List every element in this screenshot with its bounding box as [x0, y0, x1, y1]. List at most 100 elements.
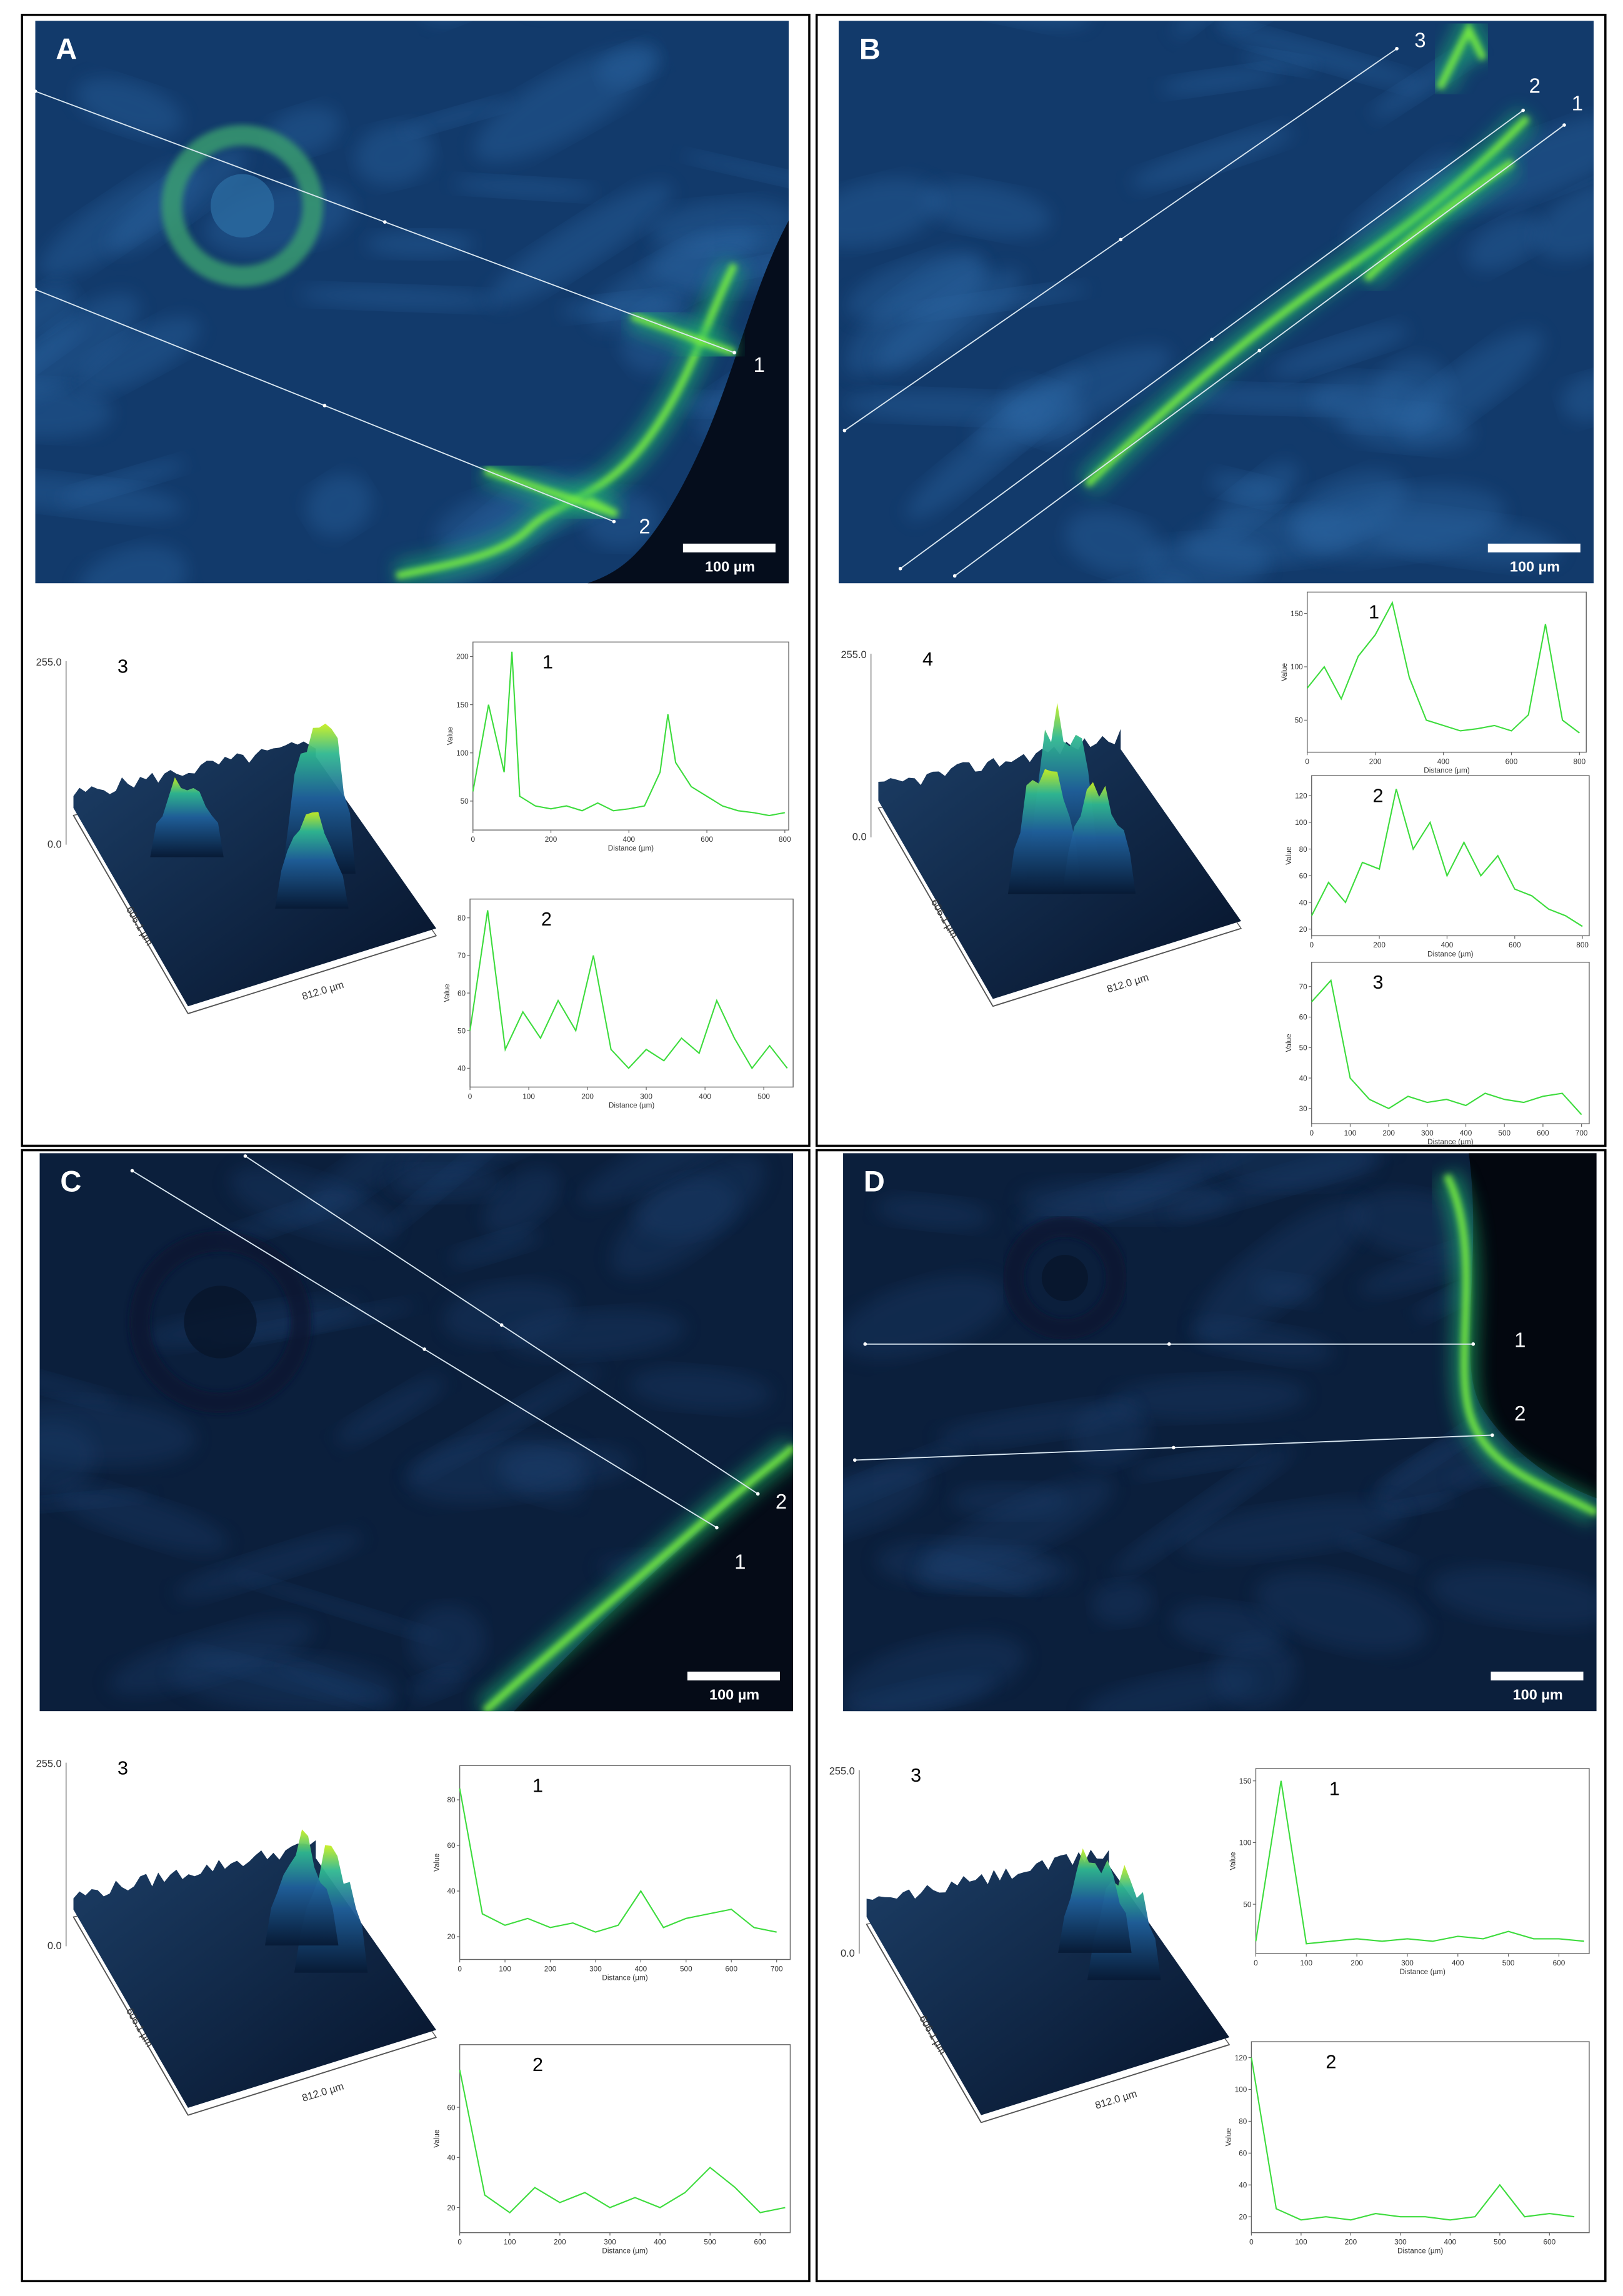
- x-tick-label: 700: [1576, 1129, 1588, 1137]
- tissue-texture: [937, 1402, 1137, 1447]
- tissue-texture: [506, 1309, 686, 1359]
- tissue-texture: [967, 592, 1171, 660]
- x-tick-label: 300: [1401, 1959, 1414, 1967]
- y-tick-label: 40: [1299, 899, 1308, 907]
- x-tick-label: 500: [1494, 2238, 1506, 2246]
- fluorescence: [1443, 1173, 1597, 1517]
- y-axis-label: Value: [433, 1853, 441, 1872]
- profile-node: [732, 351, 736, 355]
- y-axis-label: Value: [1224, 2128, 1232, 2147]
- panel-letter: B: [859, 32, 881, 65]
- tissue-texture: [483, 1167, 560, 1236]
- tissue-texture: [39, 1492, 152, 1515]
- y-tick-label: 80: [1299, 846, 1308, 854]
- x-axis-label: Distance (µm): [609, 1101, 654, 1109]
- tissue-texture: [401, 99, 509, 135]
- panel-frame: [21, 1149, 811, 2282]
- tissue-texture: [1141, 535, 1269, 584]
- x-tick-label: 0: [457, 2238, 462, 2246]
- fluorescence: [1436, 21, 1487, 90]
- profile-node: [715, 1525, 719, 1530]
- scale-bar: [687, 1671, 780, 1680]
- y-axis-label: Value: [446, 727, 454, 746]
- surface-peak: [1007, 769, 1082, 894]
- fluorescence: [483, 466, 619, 518]
- profile-node: [382, 220, 387, 224]
- x-tick-label: 500: [1502, 1959, 1515, 1967]
- y-axis-label: Value: [1281, 662, 1289, 681]
- profile-label: 2: [1514, 1402, 1526, 1425]
- tissue-texture: [634, 1175, 737, 1239]
- surface-axis: [72, 815, 189, 1014]
- x-tick-label: 600: [1537, 1129, 1549, 1137]
- x-tick-label: 200: [544, 1965, 557, 1973]
- y-tick-label: 100: [1295, 819, 1307, 827]
- profile-label: 1: [1514, 1328, 1526, 1351]
- profile-node: [842, 429, 847, 432]
- y-tick-label: 80: [447, 1796, 456, 1804]
- tissue-texture: [383, 1165, 504, 1201]
- y-tick-label: 60: [447, 1842, 456, 1850]
- follicle-core: [184, 1285, 257, 1359]
- x-tick-label: 300: [1394, 2238, 1407, 2246]
- surface-peak: [1058, 1848, 1132, 1953]
- surface-axis: [866, 1924, 982, 2123]
- y-axis-label: Value: [1229, 1852, 1237, 1870]
- tissue-texture: [1467, 216, 1543, 271]
- profile-node: [1395, 47, 1399, 51]
- surface-label: 3: [911, 1765, 921, 1786]
- x-tick-label: 200: [1351, 1959, 1363, 1967]
- profile-node: [1167, 1342, 1171, 1346]
- y-axis-label: Value: [1285, 1034, 1293, 1052]
- plot-frame: [1311, 775, 1590, 937]
- micrograph: [843, 1153, 1597, 1712]
- x-extent: 812.0 µm: [301, 979, 345, 1002]
- tissue-texture: [1431, 1567, 1597, 1627]
- tissue-texture: [77, 545, 188, 584]
- panel-letter: C: [60, 1164, 81, 1197]
- x-tick-label: 100: [1295, 2238, 1307, 2246]
- surface: [73, 1840, 437, 2108]
- x-tick-label: 100: [1344, 1129, 1357, 1137]
- y-tick-label: 30: [1299, 1105, 1308, 1113]
- y-tick-label: 20: [1239, 2213, 1247, 2221]
- tissue-texture: [579, 1153, 769, 1205]
- profile-node: [35, 287, 37, 292]
- profile-node: [1172, 1445, 1176, 1450]
- y-tick-label: 60: [1299, 872, 1308, 881]
- y-tick-label: 60: [457, 989, 466, 997]
- x-tick-label: 400: [1460, 1129, 1472, 1137]
- scale-bar-label: 100 µm: [709, 1687, 759, 1703]
- surface-label: 3: [117, 656, 128, 677]
- profile-number: 2: [532, 2054, 543, 2075]
- y-tick-label: 50: [1299, 1044, 1308, 1052]
- tissue-texture: [1194, 1200, 1367, 1339]
- x-tick-label: 0: [471, 836, 475, 844]
- profile-node: [1521, 108, 1526, 112]
- profile-trace: [469, 910, 788, 1070]
- tissue-texture: [1241, 50, 1317, 74]
- profile-node: [499, 1323, 504, 1327]
- y-tick-label: 40: [457, 1065, 466, 1073]
- scale-bar: [682, 543, 776, 552]
- x-tick-label: 0: [1309, 941, 1314, 949]
- plot-frame: [1255, 1768, 1590, 1954]
- y-tick-label: 80: [1239, 2118, 1247, 2126]
- tissue-texture: [1310, 374, 1435, 431]
- profile-trace: [472, 651, 786, 817]
- x-tick-label: 300: [640, 1092, 652, 1101]
- y-tick-label: 40: [1239, 2181, 1247, 2189]
- x-extent: 812.0 µm: [301, 2080, 345, 2104]
- x-axis-label: Distance (µm): [602, 2247, 647, 2255]
- y-tick-label: 20: [1299, 926, 1308, 934]
- tissue-texture: [77, 316, 200, 394]
- tissue-texture: [1256, 1572, 1427, 1653]
- surface-peak: [264, 1829, 339, 1946]
- tissue-texture: [1217, 1153, 1377, 1190]
- x-axis-label: Distance (µm): [1427, 950, 1473, 958]
- y-tick-label: 50: [1295, 717, 1304, 725]
- tissue-texture: [409, 1605, 486, 1677]
- profile-node: [1562, 123, 1566, 127]
- tissue-texture: [1112, 1446, 1295, 1577]
